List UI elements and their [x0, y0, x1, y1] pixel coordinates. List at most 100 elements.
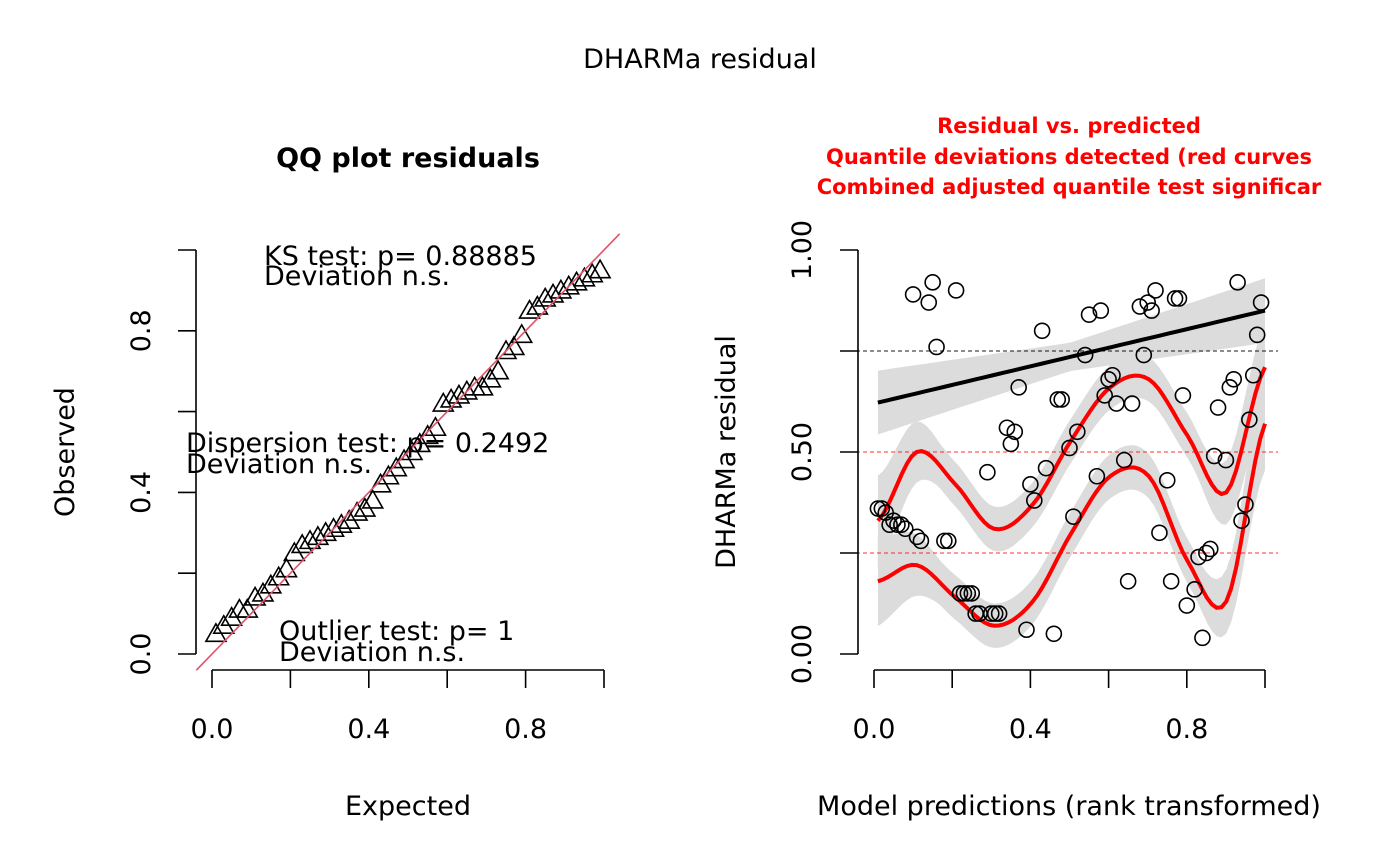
- qq-point: [533, 286, 557, 307]
- rvp-point: [955, 585, 973, 602]
- rvp-point: [986, 605, 1004, 622]
- qq-point: [494, 339, 518, 360]
- rvp-point: [990, 605, 1008, 622]
- rvp-point: [889, 516, 906, 534]
- rvp-point: [1115, 451, 1133, 469]
- rvp-quantile-curve-q50: [876, 366, 1267, 532]
- rvp-point: [1158, 471, 1176, 489]
- rvp-point: [1037, 459, 1055, 477]
- qq-x-tick-label: 0.4: [347, 714, 390, 745]
- rvp-y-tick-label: 0.50: [787, 422, 818, 482]
- figure-title: DHARMa residual: [583, 44, 817, 75]
- rvp-point: [1252, 294, 1270, 311]
- rvp-regression-line: [877, 308, 1266, 405]
- rvp-point: [951, 585, 969, 602]
- rvp-point: [1010, 379, 1027, 396]
- outlier-deviation-text: Deviation n.s.: [279, 637, 465, 668]
- rvp-point: [1174, 387, 1192, 404]
- rvp-title-line-2: Quantile deviations detected (red curves: [826, 145, 1312, 169]
- qq-point: [455, 379, 479, 400]
- rvp-point: [1248, 326, 1266, 344]
- rvp-axes: 0.0 0.4 0.8 0.00 0.50 1.00: [787, 220, 1266, 745]
- qq-point: [486, 359, 510, 380]
- rvp-x-tick-label: 0.8: [1165, 714, 1208, 745]
- rvp-point: [896, 520, 914, 538]
- rvp-point: [1002, 435, 1020, 453]
- rvp-point: [920, 294, 938, 311]
- rvp-point: [1194, 629, 1211, 647]
- rvp-point: [1135, 346, 1153, 364]
- rvp-point: [924, 274, 941, 291]
- qq-points: [204, 258, 612, 643]
- rvp-ylabel: DHARMa residual: [711, 335, 742, 569]
- qq-x-tick-label: 0.8: [504, 714, 547, 745]
- rvp-point: [1049, 391, 1067, 408]
- rvp-point: [1131, 298, 1149, 315]
- qq-xlabel: Expected: [345, 791, 471, 822]
- rvp-point: [1166, 290, 1184, 307]
- rvp-point: [1080, 306, 1098, 323]
- qq-point: [580, 262, 604, 283]
- rvp-band-q25: [877, 377, 1265, 648]
- qq-point: [243, 585, 267, 606]
- qq-reference-line: [195, 233, 621, 671]
- qq-point: [565, 270, 588, 291]
- rvp-title-line-1: Residual vs. predicted: [937, 114, 1201, 138]
- rvp-point: [1026, 492, 1043, 509]
- rvp-point: [881, 516, 898, 534]
- qq-point: [510, 323, 534, 344]
- rvp-point: [1119, 572, 1137, 590]
- rvp-title-line-3: Combined adjusted quantile test signific…: [817, 175, 1322, 199]
- rvp-point: [869, 500, 887, 517]
- qq-point: [431, 391, 455, 412]
- rvp-point: [979, 463, 996, 481]
- outlier-test-text: Outlier test: p= 1: [279, 616, 514, 647]
- rvp-point: [939, 532, 957, 550]
- rvp-point: [1205, 447, 1223, 465]
- rvp-points: [869, 274, 1270, 647]
- rvp-point: [1151, 524, 1168, 542]
- rvp-xlabel: Model predictions (rank transformed): [817, 791, 1321, 822]
- qq-title: QQ plot residuals: [276, 143, 540, 174]
- rvp-point: [963, 585, 981, 602]
- rvp-point: [1123, 395, 1141, 412]
- rvp-point: [982, 605, 1000, 622]
- qq-point: [290, 533, 314, 554]
- rvp-point: [1018, 621, 1035, 639]
- rvp-point: [1096, 387, 1113, 404]
- rvp-point: [959, 585, 977, 602]
- rvp-point: [1178, 597, 1196, 614]
- rvp-point: [1053, 391, 1070, 408]
- rvp-point: [928, 338, 945, 356]
- rvp-point: [1198, 544, 1215, 562]
- rvp-point: [1237, 496, 1254, 513]
- rvp-point: [1088, 467, 1106, 485]
- rvp-point: [1045, 625, 1063, 643]
- rvp-point: [998, 419, 1016, 437]
- qq-point: [345, 500, 369, 521]
- rvp-point: [1221, 379, 1239, 396]
- rvp-point: [936, 532, 953, 550]
- rvp-point: [1143, 302, 1160, 319]
- rvp-point: [1147, 282, 1164, 299]
- qq-y-tick-label: 0.8: [126, 309, 157, 352]
- rvp-point: [1069, 423, 1086, 441]
- qq-axes: 0.0 0.4 0.8 0.0 0.4 0.8: [126, 249, 605, 745]
- rvp-point: [1162, 572, 1180, 590]
- rvp-point: [1104, 366, 1121, 384]
- qq-ylabel: Observed: [50, 387, 81, 517]
- ks-deviation-text: Deviation n.s.: [264, 261, 450, 292]
- rvp-point: [1186, 581, 1203, 598]
- ks-test-text: KS test: p= 0.88885: [264, 241, 537, 272]
- qq-point: [588, 258, 612, 279]
- qq-point: [518, 298, 541, 319]
- rvp-point: [1061, 439, 1078, 457]
- rvp-point: [1241, 411, 1258, 428]
- rvp-point: [1170, 290, 1188, 307]
- qq-point: [573, 266, 596, 287]
- rvp-point: [908, 528, 926, 546]
- qq-point: [424, 416, 447, 437]
- rvp-y-tick-label: 1.00: [787, 220, 818, 280]
- qq-point: [298, 529, 322, 550]
